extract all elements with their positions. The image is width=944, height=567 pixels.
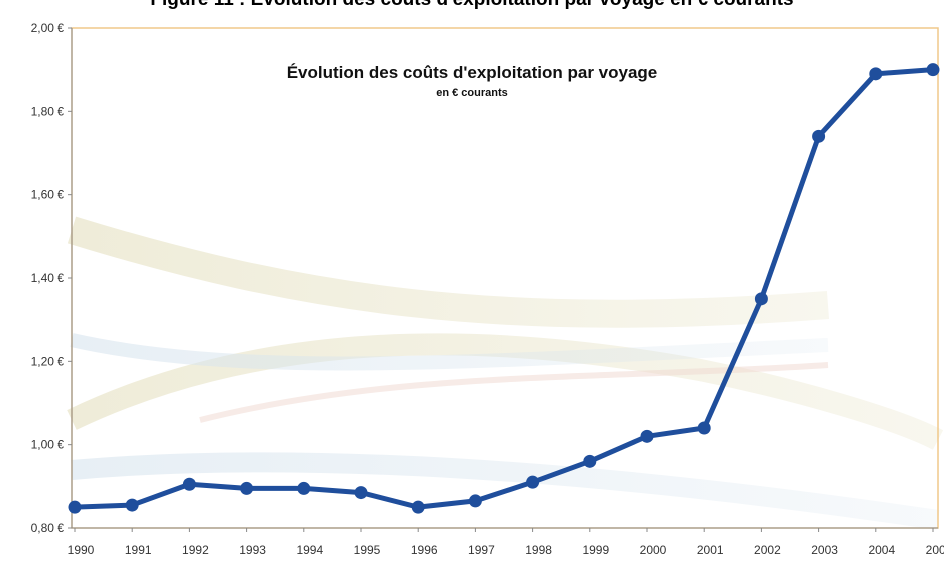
x-tick-label: 1999 — [582, 543, 609, 557]
y-axis: 0,80 € 1,00 € 1,20 € 1,40 € 1,60 € 1,80 € 2,00… — [31, 21, 73, 535]
x-tick-label: 1992 — [182, 543, 209, 557]
x-axis: 1990 1991 1992 1993 1994 1995 1996 1997 1998 1999… — [68, 527, 944, 557]
x-tick-label: 1997 — [468, 543, 495, 557]
data-point — [240, 481, 254, 495]
y-tick-label: 2,00 € — [31, 21, 65, 35]
data-point — [182, 477, 196, 491]
data-point — [411, 500, 425, 514]
y-tick-label: 0,80 € — [31, 521, 65, 535]
data-point — [68, 500, 82, 514]
data-point — [812, 129, 826, 143]
x-tick-label: 2004 — [868, 543, 895, 557]
x-tick-label: 1993 — [239, 543, 266, 557]
data-point — [640, 429, 654, 443]
series-line — [72, 67, 936, 510]
data-point — [583, 454, 597, 468]
y-tick-label: 1,00 € — [31, 438, 65, 452]
data-point — [526, 475, 540, 489]
y-tick-label: 1,60 € — [31, 188, 65, 202]
x-tick-label: 1995 — [354, 543, 381, 557]
data-point — [697, 421, 711, 435]
chart-title-group: Évolution des coûts d'exploitation par v… — [287, 63, 658, 99]
x-tick-label: 2003 — [811, 543, 838, 557]
data-point — [754, 292, 768, 306]
data-point — [297, 481, 311, 495]
x-tick-label: 1994 — [296, 543, 323, 557]
x-tick-label: 1991 — [125, 543, 152, 557]
x-tick-label: 2000 — [640, 543, 667, 557]
y-tick-label: 1,80 € — [31, 104, 65, 118]
data-point — [354, 486, 368, 500]
decorative-background — [67, 28, 944, 530]
x-tick-label: 2001 — [697, 543, 724, 557]
x-tick-label: 1998 — [525, 543, 552, 557]
chart-subtitle: en € courants — [436, 87, 508, 99]
x-tick-label: 2005 — [926, 543, 944, 557]
data-point — [869, 67, 883, 81]
y-tick-label: 1,20 € — [31, 354, 65, 368]
data-point — [468, 494, 482, 508]
figure-caption: Figure 11 : Évolution des coûts d'exploi… — [0, 0, 944, 12]
data-point — [125, 498, 139, 512]
x-tick-label: 2002 — [754, 543, 781, 557]
data-series — [68, 63, 940, 514]
chart-title: Évolution des coûts d'exploitation par v… — [287, 63, 658, 82]
y-tick-label: 1,40 € — [31, 271, 65, 285]
x-tick-label: 1990 — [68, 543, 95, 557]
x-tick-label: 1996 — [411, 543, 438, 557]
data-point — [926, 63, 940, 77]
